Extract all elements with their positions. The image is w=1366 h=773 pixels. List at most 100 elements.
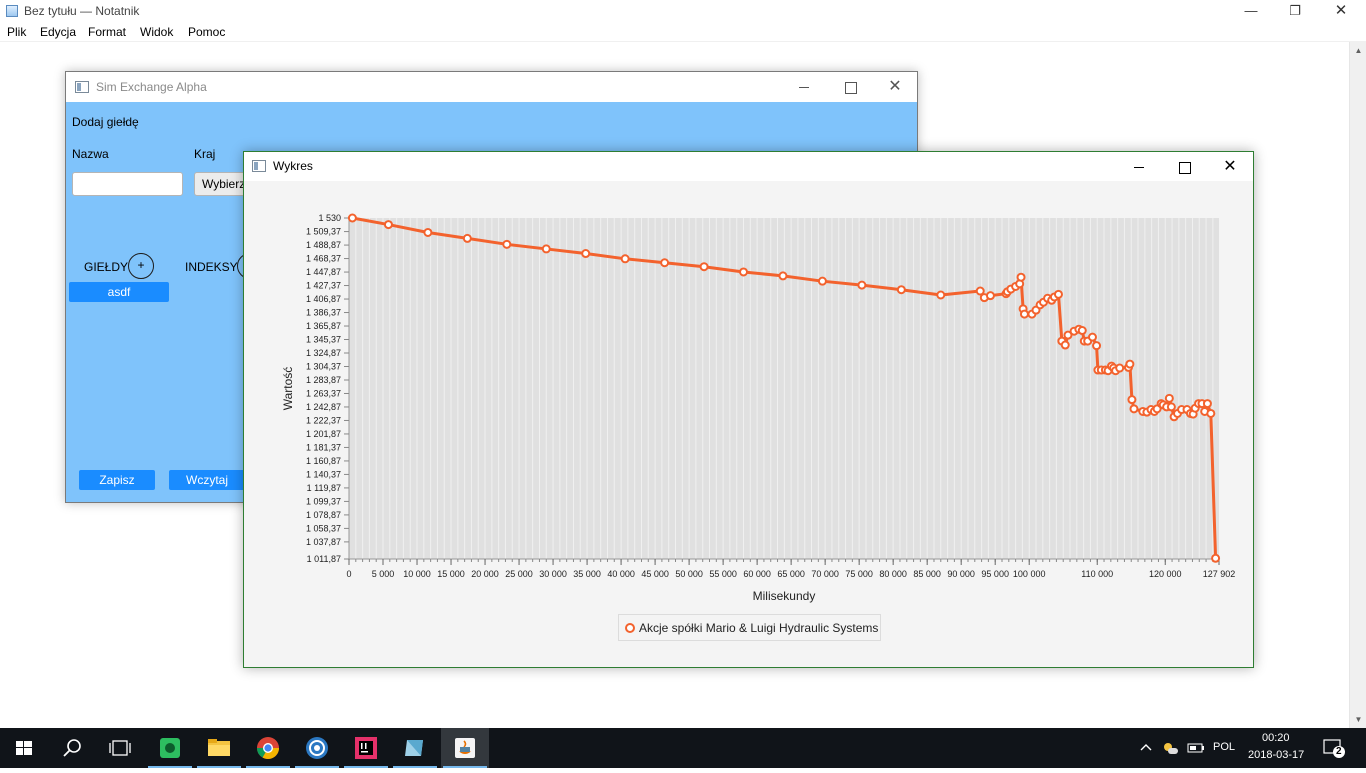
data-point (1164, 393, 1174, 403)
task-view-button[interactable] (96, 728, 144, 768)
action-center-icon[interactable] (1322, 737, 1346, 759)
menu-format[interactable]: Format (88, 25, 127, 39)
data-point (1211, 553, 1221, 563)
x-tick-label: 30 000 (539, 569, 567, 579)
vertical-scrollbar[interactable]: ▲ ▼ (1349, 42, 1366, 728)
search-icon (63, 739, 81, 757)
y-tick-label: 1 242,87 (306, 402, 341, 412)
x-tick-label: 5 000 (372, 569, 395, 579)
y-tick-label: 1 406,87 (306, 294, 341, 304)
cube-icon (405, 740, 423, 756)
taskbar-chrome[interactable] (244, 728, 292, 768)
data-point (383, 220, 393, 230)
language-indicator[interactable]: POL (1213, 741, 1236, 753)
chart-maximize-button[interactable] (1161, 152, 1207, 181)
y-tick-label: 1 468,37 (306, 254, 341, 264)
x-tick-label: 100 000 (1013, 569, 1046, 579)
weather-icon[interactable] (1160, 738, 1180, 758)
chart-close-button[interactable]: ✕ (1223, 158, 1237, 175)
data-point (1019, 309, 1029, 319)
chart-minimize-button[interactable] (1116, 152, 1162, 181)
sim-minimize-button[interactable] (781, 72, 827, 102)
taskbar-evernote[interactable] (146, 728, 194, 768)
data-point (1115, 363, 1125, 373)
grid-lines (348, 218, 1214, 559)
taskbar-java[interactable] (441, 728, 489, 768)
menu-edycja[interactable]: Edycja (40, 25, 77, 39)
y-axis-label: Wartość (281, 367, 295, 411)
data-point (423, 227, 433, 237)
battery-icon[interactable] (1186, 738, 1206, 758)
restore-button[interactable]: ❐ (1289, 3, 1301, 18)
y-axis: 1 530 1 509,37 1 488,87 1 468,37 1 447,87 1 4… (306, 213, 350, 564)
y-tick-label: 1 365,87 (306, 321, 341, 331)
y-tick-label: 1 283,87 (306, 375, 341, 385)
data-point (1125, 359, 1135, 369)
app-icon (252, 160, 266, 172)
taskbar: POL 00:20 2018-03-17 2 (0, 728, 1366, 768)
data-point (1016, 272, 1026, 282)
data-point (896, 285, 906, 295)
taskbar-intellij[interactable] (342, 728, 390, 768)
notepad-titlebar: Bez tytułu — Notatnik — ❐ ✕ (0, 0, 1366, 22)
blue-globe-icon (306, 737, 328, 759)
folder-icon (208, 739, 230, 756)
country-label: Kraj (194, 147, 216, 161)
load-button[interactable]: Wczytaj (169, 470, 245, 490)
scroll-up-icon[interactable]: ▲ (1354, 46, 1363, 55)
x-tick-label: 120 000 (1149, 569, 1182, 579)
menu-pomoc[interactable]: Pomoc (188, 25, 226, 39)
x-tick-label: 35 000 (573, 569, 601, 579)
x-axis-label: Milisekundy (753, 589, 816, 603)
clock-date[interactable]: 2018-03-17 (1248, 749, 1305, 761)
y-tick-label: 1 119,87 (307, 483, 341, 493)
line-chart: 1 530 1 509,37 1 488,87 1 468,37 1 447,87 1 4… (281, 213, 1235, 603)
name-input[interactable] (72, 172, 183, 196)
y-tick-label: 1 447,87 (306, 267, 341, 277)
y-tick-label: 1 427,37 (306, 281, 341, 291)
y-tick-label: 1 263,37 (306, 388, 341, 398)
data-point (620, 254, 630, 264)
series (347, 213, 1221, 563)
x-tick-label: 40 000 (607, 569, 635, 579)
y-tick-label: 1 078,87 (306, 510, 341, 520)
clock-time[interactable]: 00:20 (1262, 732, 1290, 744)
data-point (936, 290, 946, 300)
sim-maximize-button[interactable] (827, 72, 873, 102)
minimize-button[interactable]: — (1244, 3, 1258, 18)
menu-plik[interactable]: Plik (7, 25, 27, 39)
save-button[interactable]: Zapisz (79, 470, 155, 490)
menu-widok[interactable]: Widok (140, 25, 174, 39)
data-point (1060, 340, 1070, 350)
add-exchange-button[interactable]: + (128, 253, 154, 279)
taskbar-app-cube[interactable] (391, 728, 439, 768)
add-exchange-heading: Dodaj giełdę (72, 115, 139, 129)
legend-series-label: Akcje spółki Mario & Luigi Hydraulic Sys… (639, 621, 879, 635)
search-button[interactable] (48, 728, 96, 768)
chevron-up-icon[interactable] (1138, 738, 1154, 758)
taskbar-file-explorer[interactable] (195, 728, 243, 768)
x-tick-label: 55 000 (709, 569, 737, 579)
scroll-down-icon[interactable]: ▼ (1354, 715, 1363, 724)
close-button[interactable]: ✕ (1334, 2, 1348, 19)
notepad-menubar: Plik Edycja Format Widok Pomoc (0, 22, 1366, 42)
chart-window-title: Wykres (273, 159, 313, 173)
evernote-icon (160, 738, 180, 758)
data-point (778, 271, 788, 281)
y-tick-label: 1 345,37 (306, 335, 341, 345)
data-point (1129, 404, 1139, 414)
start-button[interactable] (0, 728, 48, 768)
y-tick-label: 1 304,37 (306, 361, 341, 371)
x-tick-label: 10 000 (403, 569, 431, 579)
notepad-icon (6, 5, 18, 17)
intellij-icon (355, 737, 377, 759)
x-tick-label: 45 000 (641, 569, 669, 579)
data-point (857, 280, 867, 290)
exchange-list-item[interactable]: asdf (69, 282, 169, 302)
data-point (502, 239, 512, 249)
sim-close-button[interactable]: ✕ (888, 78, 902, 95)
indexes-label: INDEKSY (185, 260, 238, 274)
x-axis: 0 5 000 10 000 15 000 20 000 25 000 30 000 35 0… (346, 558, 1235, 579)
y-tick-label: 1 530 (318, 213, 341, 223)
taskbar-app-blue[interactable] (293, 728, 341, 768)
